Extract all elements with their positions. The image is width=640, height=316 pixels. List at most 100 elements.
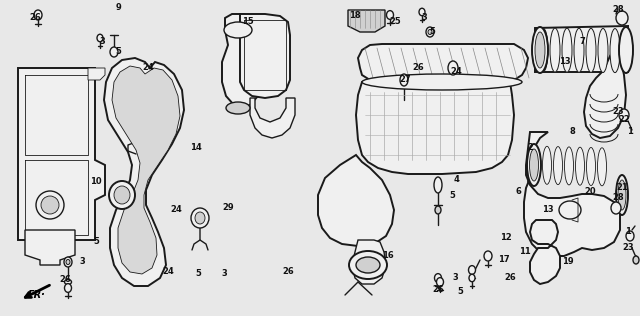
Text: 17: 17 xyxy=(498,256,510,264)
Ellipse shape xyxy=(41,196,59,214)
Ellipse shape xyxy=(469,274,475,282)
Text: 6: 6 xyxy=(515,187,521,197)
Ellipse shape xyxy=(626,231,634,241)
Ellipse shape xyxy=(65,284,72,292)
Text: 9: 9 xyxy=(115,3,121,13)
Text: 26: 26 xyxy=(282,268,294,276)
Ellipse shape xyxy=(34,10,42,20)
Text: 3: 3 xyxy=(221,270,227,278)
Polygon shape xyxy=(524,132,620,256)
Ellipse shape xyxy=(400,74,408,86)
Ellipse shape xyxy=(633,256,639,264)
Polygon shape xyxy=(104,58,184,286)
Ellipse shape xyxy=(428,29,432,34)
Ellipse shape xyxy=(114,186,130,204)
Text: 26: 26 xyxy=(29,14,41,22)
Polygon shape xyxy=(535,26,628,72)
Ellipse shape xyxy=(224,22,252,38)
Text: 8: 8 xyxy=(569,127,575,137)
Ellipse shape xyxy=(616,11,628,25)
Text: 11: 11 xyxy=(519,247,531,257)
Text: 5: 5 xyxy=(115,47,121,57)
Text: 29: 29 xyxy=(222,204,234,212)
Ellipse shape xyxy=(532,27,548,73)
Ellipse shape xyxy=(426,27,434,37)
Text: 28: 28 xyxy=(612,193,624,203)
Ellipse shape xyxy=(356,257,380,273)
Polygon shape xyxy=(358,44,528,82)
Ellipse shape xyxy=(598,148,607,186)
Polygon shape xyxy=(250,98,295,138)
Text: 15: 15 xyxy=(242,17,254,27)
Polygon shape xyxy=(318,155,394,246)
Text: 5: 5 xyxy=(449,191,455,200)
Ellipse shape xyxy=(554,147,563,185)
Polygon shape xyxy=(88,68,105,80)
Text: 7: 7 xyxy=(579,38,585,46)
Ellipse shape xyxy=(619,27,633,73)
Text: 23: 23 xyxy=(612,107,624,117)
Text: 1: 1 xyxy=(627,127,633,137)
Ellipse shape xyxy=(535,32,545,68)
Text: 16: 16 xyxy=(382,252,394,260)
Text: 20: 20 xyxy=(584,187,596,197)
Polygon shape xyxy=(25,230,75,265)
Text: 5: 5 xyxy=(429,27,435,37)
Text: 28: 28 xyxy=(612,5,624,15)
Ellipse shape xyxy=(586,28,596,72)
Ellipse shape xyxy=(575,147,584,185)
Text: 21: 21 xyxy=(616,184,628,192)
Text: 3: 3 xyxy=(79,258,85,266)
Ellipse shape xyxy=(435,206,441,214)
Text: 13: 13 xyxy=(542,205,554,215)
Ellipse shape xyxy=(618,180,626,210)
Text: 1: 1 xyxy=(625,228,631,236)
Polygon shape xyxy=(18,68,105,240)
Polygon shape xyxy=(584,50,626,138)
Text: 10: 10 xyxy=(90,178,102,186)
Text: 12: 12 xyxy=(500,234,512,242)
Ellipse shape xyxy=(362,74,522,90)
Text: 24: 24 xyxy=(450,68,462,76)
Ellipse shape xyxy=(616,175,628,215)
Ellipse shape xyxy=(586,148,595,185)
Text: 5: 5 xyxy=(93,238,99,246)
Ellipse shape xyxy=(36,191,64,219)
Text: 3: 3 xyxy=(421,14,427,22)
Ellipse shape xyxy=(529,149,538,181)
Text: 5: 5 xyxy=(457,288,463,296)
Ellipse shape xyxy=(436,278,444,286)
Text: 24: 24 xyxy=(170,205,182,215)
Polygon shape xyxy=(356,82,514,174)
Ellipse shape xyxy=(598,28,608,72)
Ellipse shape xyxy=(562,28,572,72)
Ellipse shape xyxy=(448,61,458,75)
Ellipse shape xyxy=(619,109,629,121)
Text: 22: 22 xyxy=(618,116,630,125)
Ellipse shape xyxy=(435,274,442,283)
Text: 3: 3 xyxy=(99,38,105,46)
Text: 19: 19 xyxy=(562,258,574,266)
Text: 18: 18 xyxy=(349,11,361,21)
Text: 25: 25 xyxy=(389,17,401,27)
Ellipse shape xyxy=(610,29,620,73)
Text: 24: 24 xyxy=(142,64,154,72)
Polygon shape xyxy=(240,14,290,98)
Ellipse shape xyxy=(191,208,209,228)
Ellipse shape xyxy=(527,144,541,186)
Text: 23: 23 xyxy=(622,244,634,252)
Text: FR·: FR· xyxy=(28,290,46,300)
Ellipse shape xyxy=(226,102,250,114)
Ellipse shape xyxy=(419,8,425,16)
Text: 26: 26 xyxy=(59,276,71,284)
Ellipse shape xyxy=(434,177,442,193)
Ellipse shape xyxy=(611,202,621,214)
Ellipse shape xyxy=(349,251,387,279)
Ellipse shape xyxy=(110,47,118,57)
Ellipse shape xyxy=(468,266,476,274)
Ellipse shape xyxy=(550,28,560,72)
Ellipse shape xyxy=(109,181,135,209)
Ellipse shape xyxy=(543,146,552,184)
Text: 4: 4 xyxy=(453,175,459,185)
Ellipse shape xyxy=(97,34,103,42)
